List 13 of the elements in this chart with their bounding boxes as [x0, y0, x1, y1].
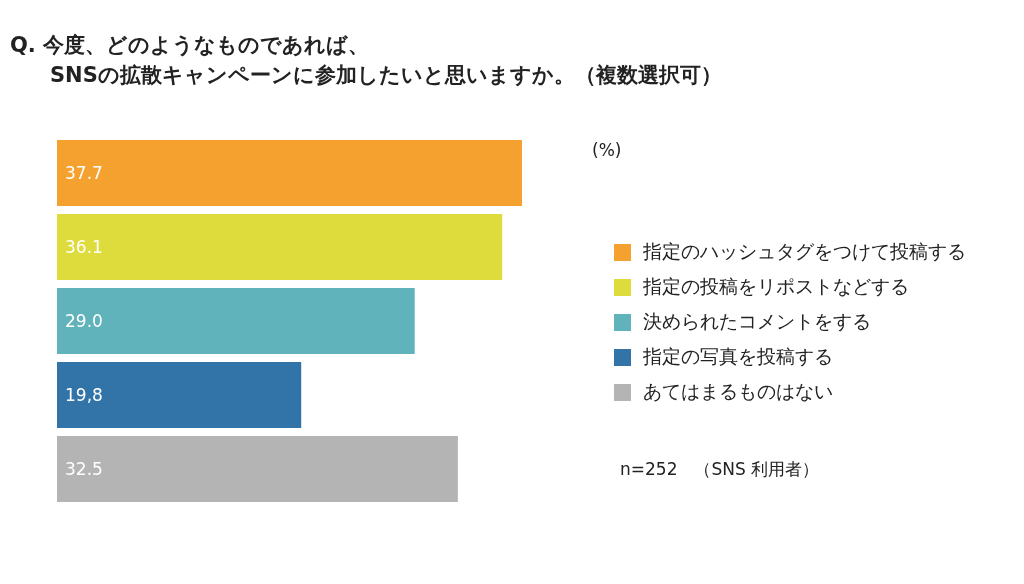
- legend-label: 指定のハッシュタグをつけて投稿する: [643, 239, 966, 262]
- data-label: 29.0: [65, 311, 103, 332]
- chart-title: Q. 今度、どのようなものであれば、 SNSの拡散キャンペーンに参加したいと思いますか。（複数選択可）: [10, 32, 722, 89]
- data-label: 19,8: [65, 385, 103, 406]
- legend-label: 決められたコメントをする: [643, 309, 871, 332]
- data-label: 36.1: [65, 237, 103, 258]
- text: (%): [592, 140, 622, 160]
- legend-label: あてはまるものはない: [643, 379, 833, 402]
- legend-label: 指定の写真を投稿する: [643, 344, 833, 367]
- data-label: 37.7: [65, 163, 103, 184]
- data-label: 32.5: [65, 459, 103, 480]
- legend-label: 指定の投稿をリポストなどする: [643, 274, 909, 297]
- text: n=252 （SNS 利用者）: [620, 458, 820, 481]
